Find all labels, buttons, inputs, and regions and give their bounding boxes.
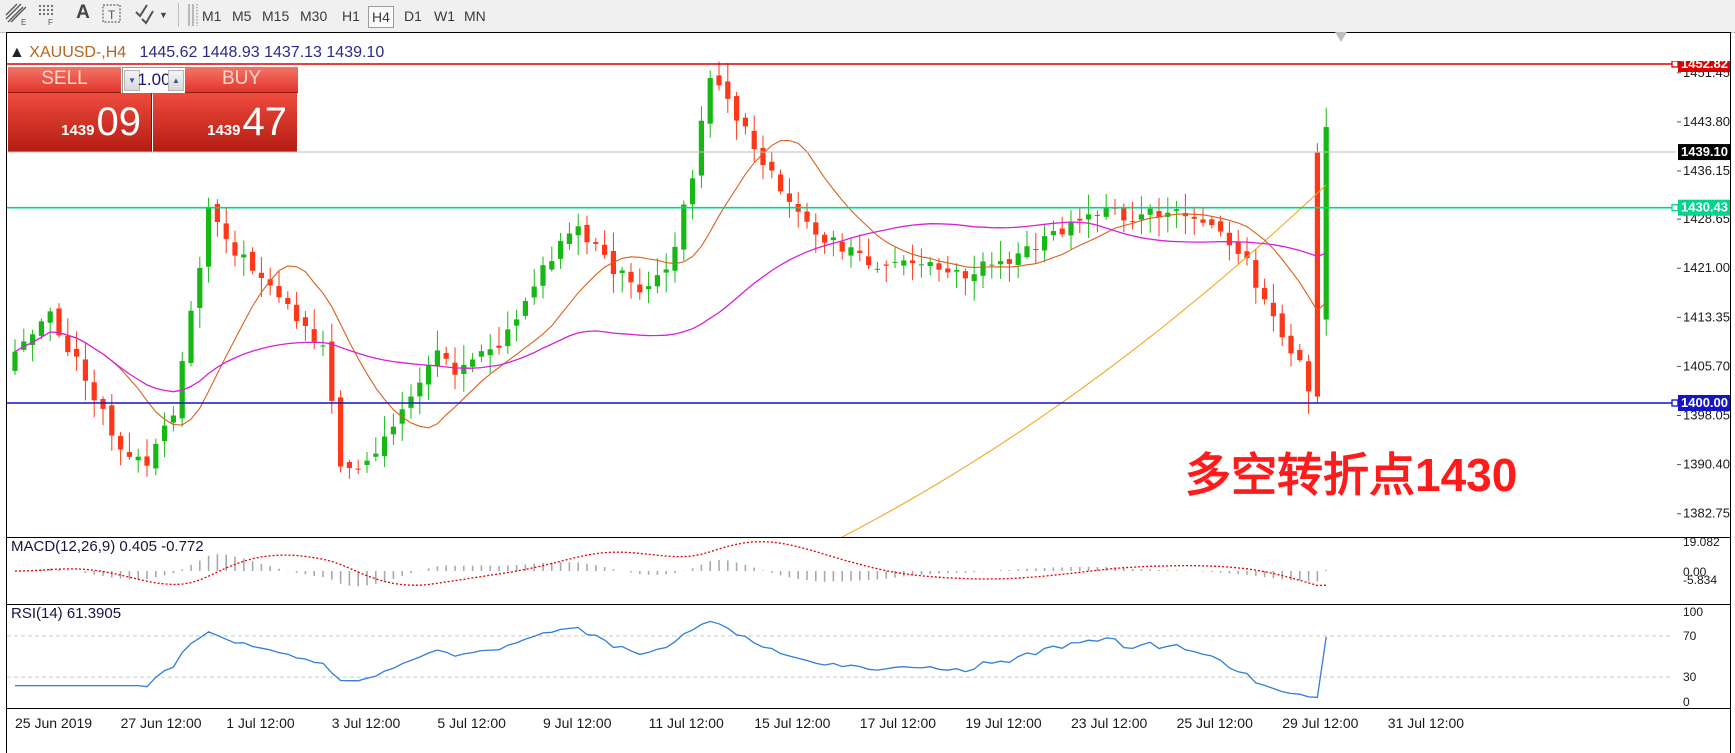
svg-text:30: 30 [1683, 670, 1697, 684]
svg-text:E: E [21, 18, 26, 27]
svg-text:1443.80: 1443.80 [1683, 114, 1730, 129]
svg-text:1405.70: 1405.70 [1683, 358, 1730, 373]
svg-text:1452.82: 1452.82 [1681, 61, 1728, 71]
svg-text:19.082: 19.082 [1683, 538, 1720, 549]
svg-text:F: F [48, 18, 53, 27]
svg-text:RSI(14) 61.3905: RSI(14) 61.3905 [11, 605, 121, 622]
svg-text:0: 0 [1683, 695, 1690, 709]
svg-text:MACD(12,26,9) 0.405 -0.772: MACD(12,26,9) 0.405 -0.772 [11, 538, 204, 555]
svg-text:多空转折点1430: 多空转折点1430 [1185, 449, 1517, 501]
svg-text:70: 70 [1683, 629, 1697, 643]
svg-text:1413.35: 1413.35 [1683, 309, 1730, 324]
svg-text:1400.00: 1400.00 [1681, 395, 1728, 410]
svg-text:1439.10: 1439.10 [1681, 144, 1728, 159]
svg-text:1382.75: 1382.75 [1683, 506, 1730, 521]
svg-text:1421.00: 1421.00 [1683, 260, 1730, 275]
svg-text:1430.43: 1430.43 [1681, 200, 1728, 215]
svg-text:-5.834: -5.834 [1683, 573, 1717, 587]
svg-text:T: T [108, 8, 116, 22]
svg-text:1436.15: 1436.15 [1683, 163, 1730, 178]
svg-text:100: 100 [1683, 605, 1703, 619]
svg-text:1390.40: 1390.40 [1683, 457, 1730, 472]
